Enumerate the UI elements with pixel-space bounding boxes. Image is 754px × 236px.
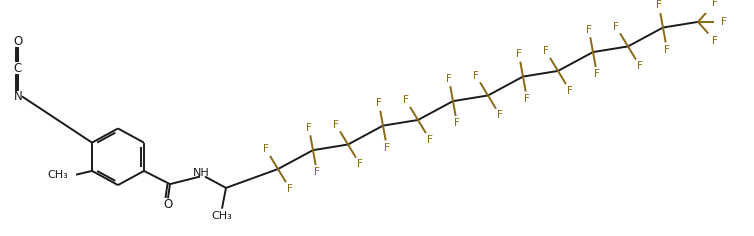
Text: F: F: [656, 0, 662, 10]
Text: F: F: [721, 17, 727, 27]
Text: O: O: [164, 198, 173, 211]
Text: F: F: [376, 98, 382, 108]
Text: F: F: [712, 36, 718, 46]
Text: N: N: [14, 90, 23, 103]
Text: F: F: [454, 118, 460, 128]
Text: F: F: [567, 86, 573, 96]
Text: F: F: [384, 143, 390, 153]
Text: F: F: [586, 25, 592, 35]
Text: F: F: [637, 61, 643, 71]
Text: CH₃: CH₃: [48, 170, 68, 180]
Text: F: F: [497, 110, 503, 120]
Text: F: F: [594, 69, 600, 79]
Text: F: F: [333, 120, 339, 130]
Text: NH: NH: [192, 168, 210, 178]
Text: F: F: [516, 49, 522, 59]
Text: F: F: [524, 94, 530, 104]
Text: C: C: [14, 62, 22, 75]
Text: CH₃: CH₃: [212, 211, 232, 221]
Text: F: F: [403, 95, 409, 105]
Text: F: F: [263, 144, 269, 154]
Text: F: F: [306, 123, 312, 133]
Text: F: F: [712, 0, 718, 8]
Text: F: F: [664, 45, 670, 55]
Text: F: F: [357, 159, 363, 169]
Text: F: F: [427, 135, 433, 145]
Text: F: F: [543, 46, 549, 56]
Text: F: F: [613, 22, 619, 32]
Text: F: F: [474, 71, 479, 81]
Text: O: O: [14, 35, 23, 48]
Text: F: F: [446, 74, 452, 84]
Text: F: F: [287, 184, 293, 194]
Text: F: F: [314, 168, 320, 177]
